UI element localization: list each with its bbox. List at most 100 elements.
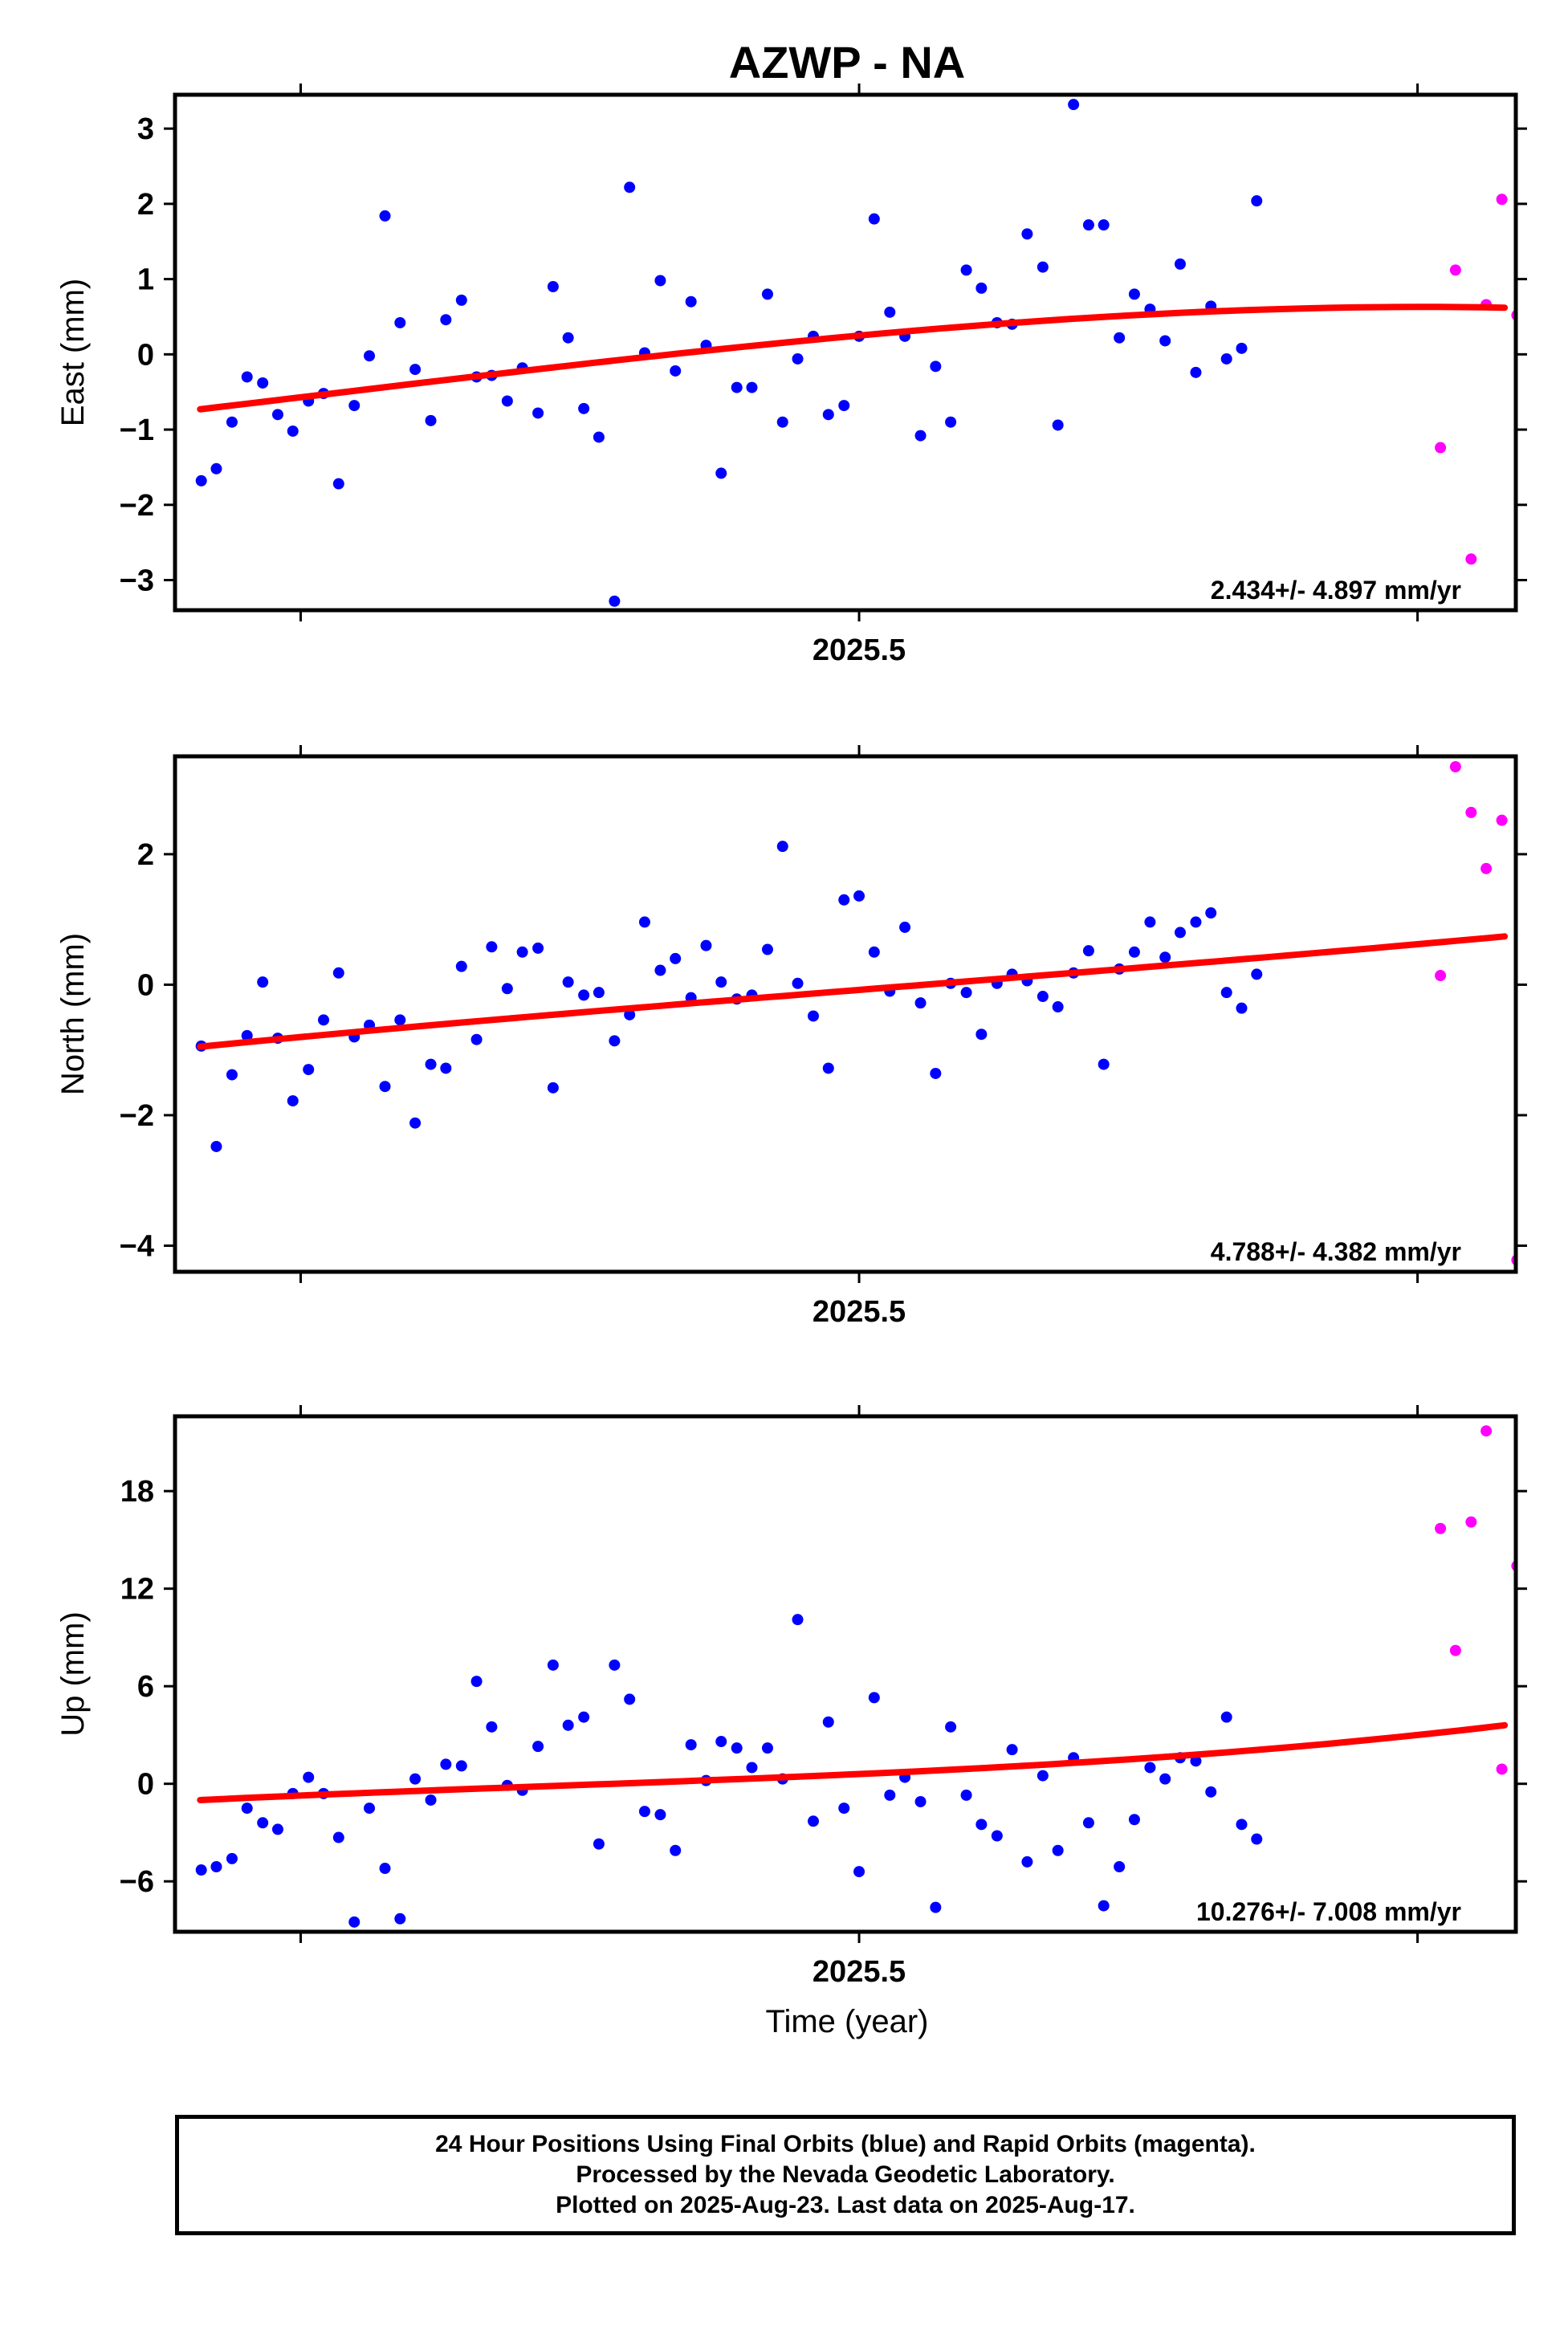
final-orbit-point [670,1844,682,1856]
final-orbit-point [547,280,559,292]
rapid-orbit-point [1496,193,1508,206]
final-orbit-point [761,1742,773,1754]
final-orbit-point [379,1863,391,1875]
y-tick-label: −6 [120,1865,154,1899]
final-orbit-point [746,381,758,393]
final-orbit-point [271,1823,283,1835]
final-orbit-point [1251,195,1263,207]
final-orbit-point [1128,946,1140,958]
final-orbit-point [348,400,360,412]
final-orbit-point [868,1692,880,1704]
final-orbit-point [654,964,666,976]
y-tick-label: 3 [137,112,154,146]
final-orbit-point [930,1067,942,1079]
final-orbit-point [1144,916,1156,928]
final-orbit-point [1037,1770,1049,1782]
final-orbit-point [303,1064,315,1076]
final-orbit-point [609,1659,621,1671]
final-orbit-point [195,475,207,487]
final-orbit-point [1052,1001,1064,1013]
final-orbit-point [1128,1814,1140,1826]
final-orbit-point [822,409,834,421]
final-orbit-point [486,1721,498,1733]
rapid-orbit-point [1496,814,1508,826]
final-orbit-point [838,894,850,906]
final-orbit-point [425,414,437,426]
final-orbit-point [532,942,544,954]
final-orbit-point [609,595,621,607]
final-orbit-point [318,1014,330,1026]
plot-frame [173,754,1518,1274]
final-orbit-point [853,890,865,902]
rapid-orbit-point [1526,809,1537,820]
final-orbit-point [332,1831,344,1843]
y-tick-label: −2 [120,1099,154,1133]
y-tick-label: −4 [120,1229,154,1263]
final-orbit-point [761,943,773,955]
rate-label: 4.788+/- 4.382 mm/yr [1211,1237,1461,1266]
final-orbit-point [425,1794,437,1806]
rate-label: 2.434+/- 4.897 mm/yr [1211,576,1461,605]
panel-north: −4 −2 0 2 2025.5 North (mm) 4.788+/- 4.382 mm/… [55,0,1537,1329]
final-orbit-point [455,1760,467,1772]
final-orbit-point [1328,0,1339,6]
y-tick-label: 2 [137,188,154,222]
final-orbit-point [1236,1002,1248,1014]
final-orbit-point [731,381,743,393]
plot-frame [173,1414,1518,1934]
final-orbit-point [332,967,344,979]
final-orbit-point [1052,419,1064,431]
y-tick-label: 0 [137,1768,154,1802]
final-orbit-point [685,295,697,308]
final-orbit-point [364,350,376,362]
final-orbit-point [960,987,972,999]
y-tick-label: 1 [137,263,154,297]
final-orbit-point [486,941,498,953]
rapid-orbit-point [1480,1425,1493,1437]
final-orbit-point [1098,1058,1110,1070]
final-orbit-point [792,1614,804,1626]
final-orbit-point [532,1741,544,1753]
rapid-orbit-point [1435,970,1447,982]
x-tick-label: 2025.5 [813,1295,906,1329]
final-orbit-point [409,1117,422,1129]
final-orbit-point [241,1802,253,1815]
final-orbit-point [394,316,406,328]
final-orbit-point [1082,1817,1094,1829]
final-orbit-point [210,1140,222,1152]
final-orbit-point [241,371,253,383]
final-orbit-point [303,1771,315,1783]
final-orbit-point [654,1809,666,1821]
final-orbit-point [1282,0,1293,6]
final-orbit-point [700,939,712,951]
final-orbit-point [1251,968,1263,980]
final-orbit-point [914,430,927,442]
final-orbit-point [1190,1755,1202,1767]
final-orbit-point [1037,991,1049,1003]
y-axis-label: Up (mm) [55,1611,91,1737]
final-orbit-point [516,946,528,958]
caption-line-processor: Processed by the Nevada Geodetic Laborat… [576,2161,1115,2188]
final-orbit-point [1190,916,1202,928]
y-tick-label: −1 [120,413,154,447]
final-orbit-point [425,1058,437,1070]
final-orbit-point [241,1029,253,1041]
final-orbit-point [1052,1844,1064,1856]
data-points [195,99,1516,607]
final-orbit-point [394,1912,406,1925]
final-orbit-point [195,1864,207,1876]
final-orbit-point [914,997,927,1009]
final-orbit-point [930,1901,942,1913]
final-orbit-point [1159,1773,1171,1785]
final-orbit-point [868,946,880,958]
final-orbit-point [562,1719,574,1731]
rapid-orbit-point [1526,1874,1537,1885]
final-orbit-point [1297,0,1309,6]
final-orbit-point [562,332,574,344]
final-orbit-point [868,213,880,225]
final-orbit-point [808,1815,820,1827]
final-orbit-point [257,976,269,988]
rapid-orbit-point [1449,264,1461,276]
final-orbit-point [1006,1744,1018,1756]
caption-box: 24 Hour Positions Using Final Orbits (bl… [175,2115,1516,2235]
